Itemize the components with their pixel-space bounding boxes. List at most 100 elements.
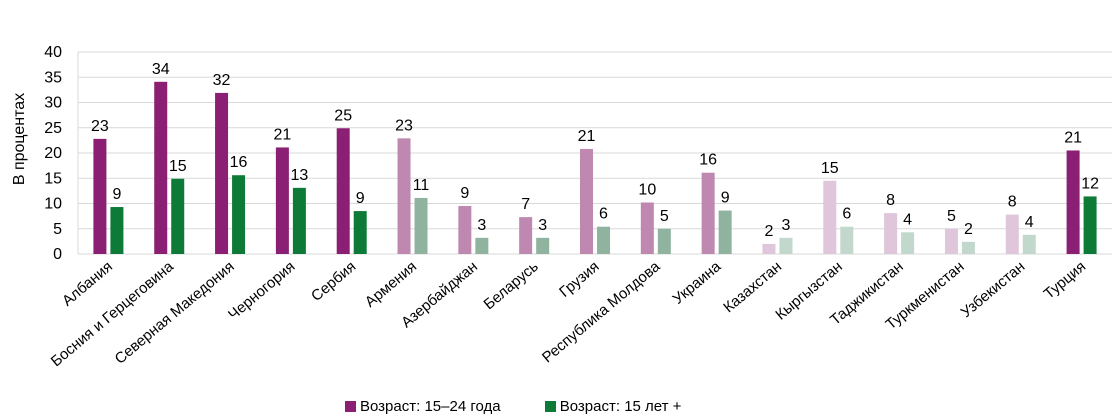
data-label-youth: 32 [213,72,231,89]
bar-all [1022,234,1036,254]
data-label-all: 5 [660,208,669,225]
bar-all [718,210,732,254]
bar-all [657,228,671,254]
data-label-youth: 7 [521,196,530,213]
bar-all [292,187,306,254]
bar-all [414,197,428,254]
category-label: Албания [59,258,116,310]
bar-youth [1066,150,1080,254]
data-label-youth: 34 [152,61,170,78]
data-label-all: 4 [903,211,912,228]
data-label-all: 3 [782,217,791,234]
data-label-all: 13 [290,167,308,184]
data-label-youth: 21 [578,128,596,145]
data-label-youth: 25 [334,107,352,124]
y-tick-labels: 0 5 10 15 20 25 30 35 40 [44,44,62,263]
category-label: Узбекистан [958,258,1029,321]
bar-all [536,237,550,254]
y-tick-label: 15 [44,170,62,187]
data-label-youth: 10 [638,181,656,198]
bar-youth [701,172,715,254]
bar-all [1083,196,1097,254]
data-label-all: 9 [721,190,730,207]
bar-all [171,178,185,254]
data-label-youth: 16 [699,152,717,169]
y-tick-label: 40 [44,44,62,61]
bars [93,81,1097,254]
gridlines [77,51,1112,255]
y-tick-label: 5 [53,221,62,238]
category-label: Черногория [225,258,298,324]
data-label-all: 4 [1025,214,1034,231]
category-label: Турция [1041,258,1090,303]
bar-youth [823,180,837,254]
bar-all [475,237,489,254]
bar-all [901,232,915,254]
y-tick-label: 10 [44,196,62,213]
bar-youth [944,228,958,254]
data-label-youth: 23 [395,117,413,134]
bar-youth [397,138,411,254]
y-tick-label: 20 [44,145,62,162]
y-axis-label: В процентах [11,93,28,185]
data-label-all: 3 [477,217,486,234]
data-label-all: 6 [599,206,608,223]
bar-youth [640,202,654,254]
legend-item-youth: Возраст: 15–24 года [345,398,501,415]
bar-youth [580,148,593,254]
data-label-all: 6 [842,206,851,223]
data-label-all: 11 [413,177,430,194]
bar-all [353,211,367,254]
bar-youth [275,147,289,254]
category-label: Сербия [308,258,359,305]
data-label-youth: 23 [91,118,109,135]
data-label-all: 16 [230,154,248,171]
data-label-youth: 2 [765,223,774,240]
data-label-all: 9 [112,186,121,203]
legend-swatch-all [544,401,556,412]
bar-youth [215,92,229,254]
bar-youth [93,138,107,254]
bar-youth [154,81,168,254]
data-label-all: 15 [169,158,187,175]
bar-all [110,207,124,254]
bar-all [779,237,793,254]
data-label-youth: 8 [886,192,895,209]
y-tick-label: 25 [44,120,62,137]
legend-swatch-youth [345,401,356,412]
data-label-all: 9 [356,190,365,207]
category-label: Грузия [556,258,602,301]
legend-label-all: Возраст: 15 лет + [559,398,682,415]
legend: Возраст: 15–24 года Возраст: 15 лет + [345,398,721,416]
bar-youth [458,206,472,254]
bar-youth [762,243,776,254]
bar-youth [336,128,350,254]
category-label: Беларусь [481,258,542,313]
data-label-all: 2 [964,221,973,238]
category-label: Украина [670,258,725,308]
category-label: Республика Молдова [539,258,664,367]
legend-item-all: Возраст: 15 лет + [544,398,682,415]
bar-all [232,175,246,254]
y-tick-label: 30 [44,95,62,112]
bar-all [597,226,610,254]
legend-label-youth: Возраст: 15–24 года [360,398,501,415]
bar-youth [519,217,533,254]
bar-all [840,226,854,254]
category-label: Армения [362,258,420,311]
y-tick-label: 0 [53,246,62,263]
data-label-youth: 15 [821,160,839,177]
data-label-youth: 8 [1008,194,1017,211]
data-label-youth: 9 [460,185,469,202]
category-label: Северная Македония [112,258,238,368]
bar-youth [884,213,898,254]
data-label-youth: 5 [947,208,956,225]
bar-youth [1005,214,1019,254]
data-label-youth: 21 [273,126,291,143]
bar-all [961,241,975,254]
data-label-all: 3 [538,217,547,234]
